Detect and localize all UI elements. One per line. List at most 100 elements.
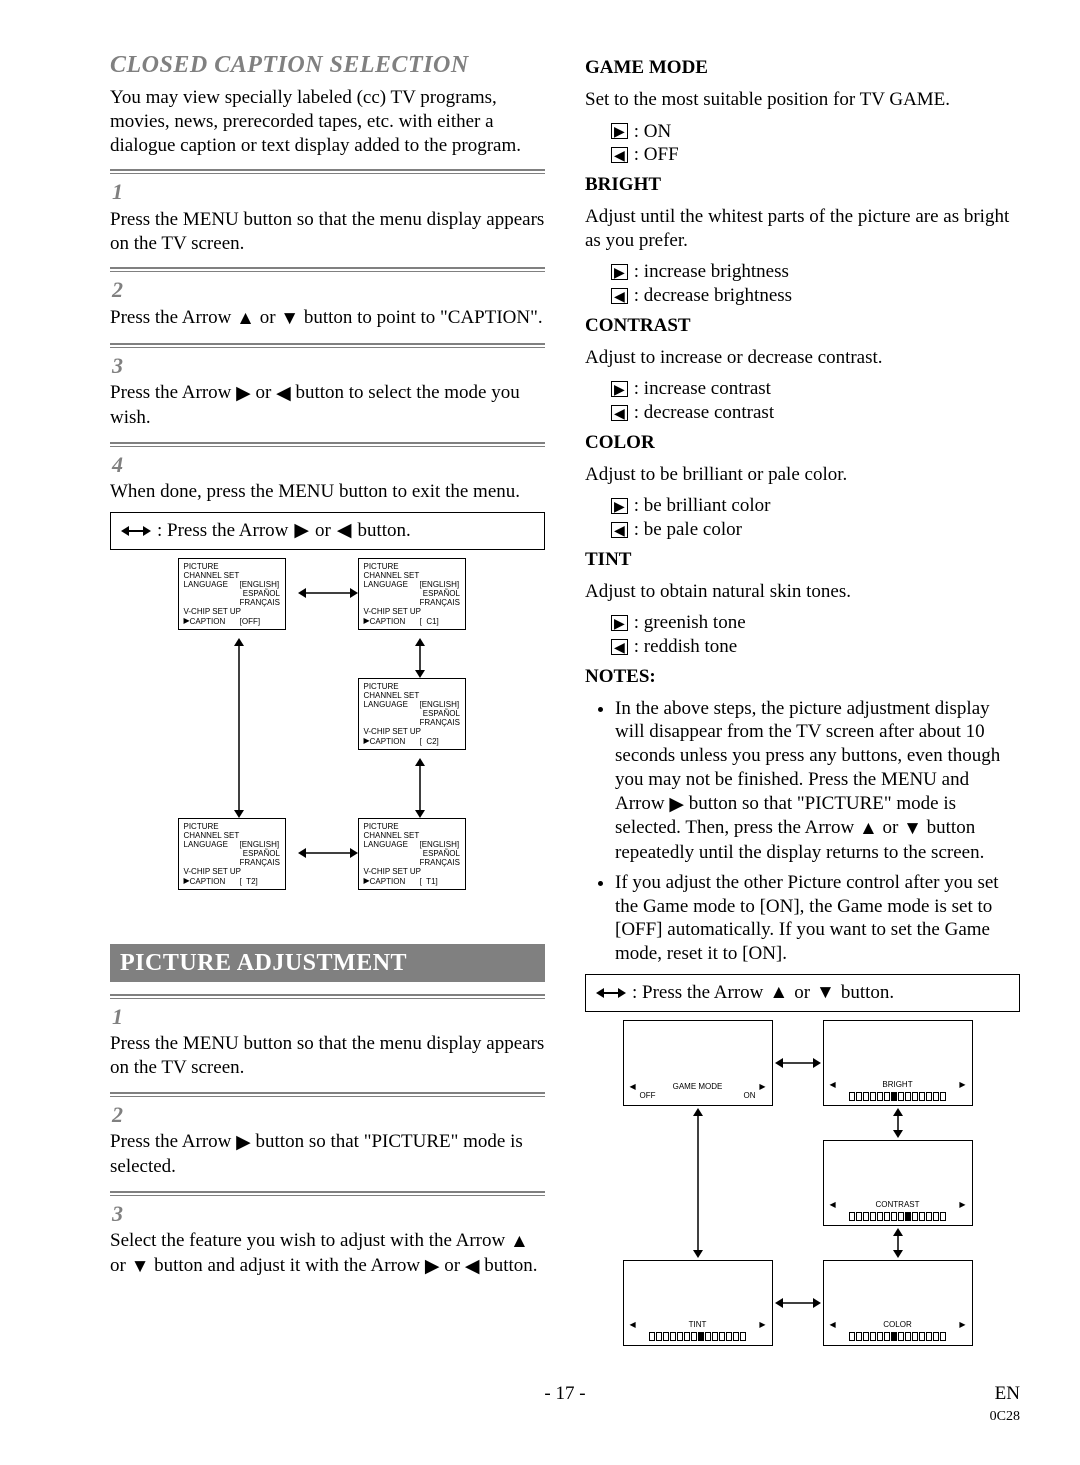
note-item: In the above steps, the picture adjustme…: [615, 697, 1020, 865]
divider: [110, 446, 545, 447]
color-text: Adjust to be brilliant or pale color.: [585, 463, 1020, 487]
tint-heading: TINT: [585, 548, 1020, 572]
right-arrow-icon: ▶: [669, 793, 684, 817]
bi-arrow-icon: [596, 988, 626, 998]
divider: [110, 173, 545, 174]
contrast-text: Adjust to increase or decrease contrast.: [585, 346, 1020, 370]
left-box-icon: ◀: [611, 639, 628, 655]
divider: [110, 442, 545, 444]
notes-heading: NOTES:: [585, 665, 1020, 689]
option-row: ▶ : ON: [585, 120, 1020, 144]
pa-title: PICTURE ADJUSTMENT: [110, 944, 545, 982]
right-arrow-icon: ▶: [959, 1081, 965, 1089]
color-heading: COLOR: [585, 431, 1020, 455]
option-row: ◀ : decrease brightness: [585, 284, 1020, 308]
connector-icon: [413, 758, 427, 818]
step-3-label: 3: [112, 352, 545, 380]
left-arrow-icon: ◀: [465, 1255, 480, 1279]
pa-step-2-label: 2: [112, 1101, 545, 1129]
divider: [110, 1191, 545, 1193]
cc-diagram: PICTURECHANNEL SETLANGUAGE[ENGLISH]ESPAÑ…: [110, 558, 545, 918]
down-arrow-icon: ▼: [280, 307, 299, 331]
right-arrow-icon: ▶: [759, 1321, 765, 1329]
divider: [110, 267, 545, 269]
connector-icon: [232, 638, 246, 818]
pa-step-2-text: Press the Arrow ▶ button so that "PICTUR…: [110, 1130, 545, 1179]
cc-intro: You may view specially labeled (cc) TV p…: [110, 86, 545, 157]
menu-box-t2: PICTURECHANNEL SETLANGUAGE[ENGLISH]ESPAÑ…: [178, 818, 286, 890]
down-arrow-icon: ▼: [903, 817, 922, 841]
pa-step-3-label: 3: [112, 1200, 545, 1228]
divider: [110, 1195, 545, 1196]
level-bar: [630, 1332, 766, 1341]
right-box-icon: ▶: [611, 123, 628, 139]
left-box-icon: ◀: [611, 288, 628, 304]
left-arrow-icon: ◀: [337, 519, 352, 543]
connector-icon: [891, 1108, 905, 1138]
lang-code: EN: [995, 1382, 1020, 1406]
up-arrow-icon: ▲: [510, 1230, 529, 1254]
right-box-icon: ▶: [611, 264, 628, 280]
cc-legend: : Press the Arrow ▶ or ◀ button.: [110, 512, 545, 550]
right-column: GAME MODE Set to the most suitable posit…: [585, 50, 1020, 1358]
step-4-text: When done, press the MENU button to exit…: [110, 480, 545, 504]
pa-legend: : Press the Arrow ▲ or ▼ button.: [585, 974, 1020, 1012]
connector-icon: [298, 586, 358, 600]
menu-box-c2: PICTURECHANNEL SETLANGUAGE[ENGLISH]ESPAÑ…: [358, 678, 466, 750]
divider: [110, 271, 545, 272]
up-arrow-icon: ▲: [859, 817, 878, 841]
left-box-icon: ◀: [611, 522, 628, 538]
menu-box-c1: PICTURECHANNEL SETLANGUAGE[ENGLISH]ESPAÑ…: [358, 558, 466, 630]
level-bar: [830, 1332, 966, 1341]
right-arrow-icon: ▶: [236, 382, 251, 406]
left-arrow-icon: ◀: [630, 1321, 636, 1329]
bright-text: Adjust until the whitest parts of the pi…: [585, 205, 1020, 253]
pic-box-label: CONTRAST: [876, 1200, 920, 1209]
right-arrow-icon: ▶: [425, 1255, 440, 1279]
connector-icon: [691, 1108, 705, 1258]
pic-box-contrast: ◀CONTRAST▶: [823, 1140, 973, 1226]
divider: [110, 1096, 545, 1097]
option-row: ▶ : greenish tone: [585, 611, 1020, 635]
right-arrow-icon: ▶: [959, 1321, 965, 1329]
pic-box-label: COLOR: [883, 1320, 911, 1329]
connector-icon: [413, 638, 427, 678]
game-mode-text: Set to the most suitable position for TV…: [585, 88, 1020, 112]
left-box-icon: ◀: [611, 147, 628, 163]
down-arrow-icon: ▼: [131, 1255, 150, 1279]
left-arrow-icon: ◀: [830, 1081, 836, 1089]
contrast-heading: CONTRAST: [585, 314, 1020, 338]
right-arrow-icon: ▶: [759, 1083, 765, 1091]
option-row: ◀ : OFF: [585, 143, 1020, 167]
left-box-icon: ◀: [611, 405, 628, 421]
connector-icon: [891, 1228, 905, 1258]
note-item: If you adjust the other Picture control …: [615, 871, 1020, 966]
option-row: ▶ : increase contrast: [585, 377, 1020, 401]
step-3-text: Press the Arrow ▶ or ◀ button to select …: [110, 381, 545, 430]
cc-title: CLOSED CAPTION SELECTION: [110, 50, 545, 80]
pic-box-label: GAME MODE: [673, 1082, 723, 1091]
option-row: ◀ : be pale color: [585, 518, 1020, 542]
step-1-label: 1: [112, 178, 545, 206]
pic-box-label: BRIGHT: [882, 1080, 912, 1089]
right-box-icon: ▶: [611, 498, 628, 514]
option-row: ▶ : be brilliant color: [585, 494, 1020, 518]
pa-step-1-label: 1: [112, 1003, 545, 1031]
connector-icon: [775, 1296, 821, 1310]
notes-list: In the above steps, the picture adjustme…: [585, 697, 1020, 966]
step-2-label: 2: [112, 276, 545, 304]
left-arrow-icon: ◀: [630, 1083, 636, 1091]
pic-box-color: ◀COLOR▶: [823, 1260, 973, 1346]
level-bar: [830, 1212, 966, 1221]
step-4-label: 4: [112, 451, 545, 479]
pic-box-bright: ◀ BRIGHT ▶: [823, 1020, 973, 1106]
step-1-text: Press the MENU button so that the menu d…: [110, 208, 545, 256]
divider: [110, 347, 545, 348]
bi-arrow-icon: [121, 526, 151, 536]
connector-icon: [298, 846, 358, 860]
game-mode-heading: GAME MODE: [585, 56, 1020, 80]
up-arrow-icon: ▲: [769, 981, 788, 1005]
divider: [110, 994, 545, 996]
step-2-text: Press the Arrow ▲ or ▼ button to point t…: [110, 306, 545, 331]
page-number: - 17 -: [544, 1382, 585, 1406]
